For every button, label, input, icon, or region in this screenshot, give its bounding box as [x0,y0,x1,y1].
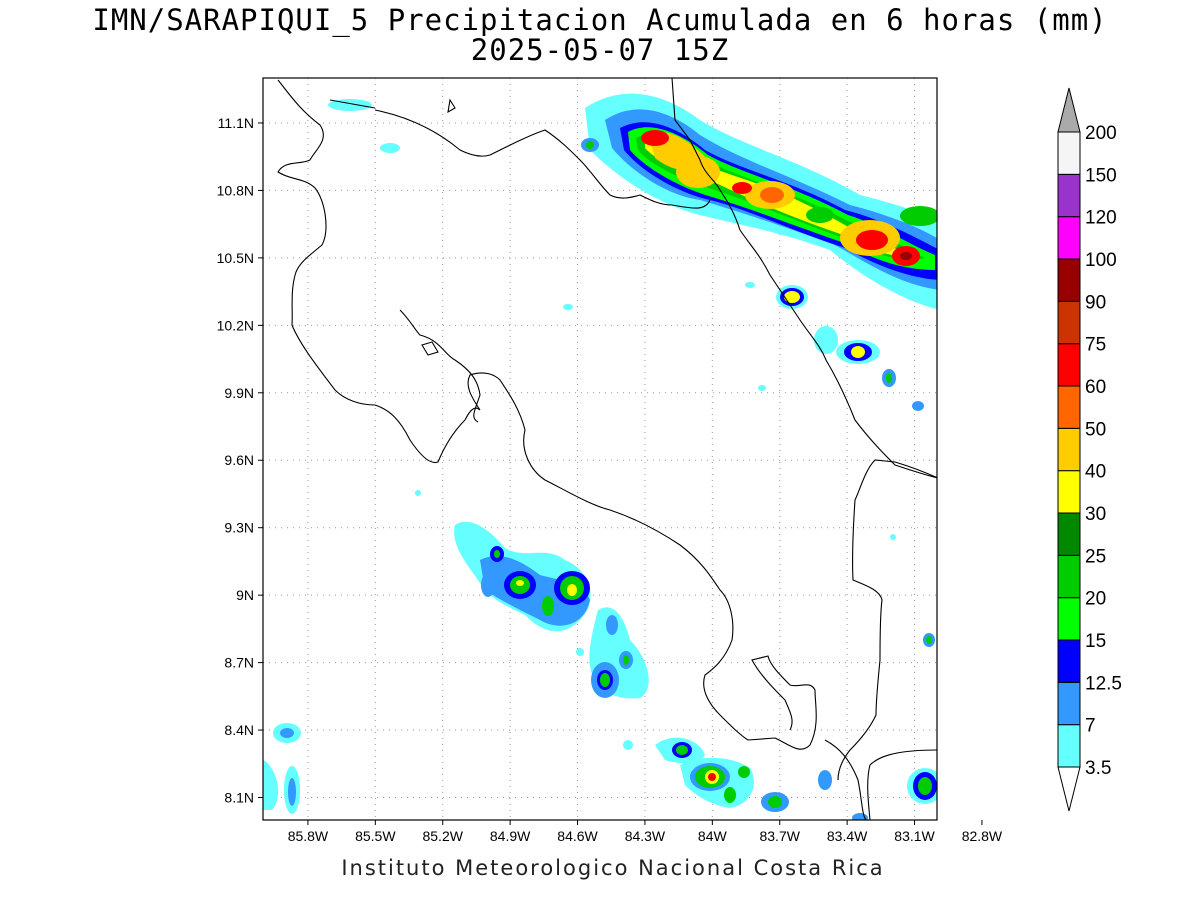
colorbar-box [1057,470,1081,514]
lon-tick-label: 84.6W [557,828,598,844]
lat-tick-label: 10.2N [217,317,254,333]
lon-tick-label: 84W [698,828,728,844]
colorbar-box [1057,681,1081,726]
colorbar-label: 20 [1085,589,1106,610]
lat-tick-label: 8.1N [224,790,254,806]
map-title: IMN/SARAPIQUI_5 Precipitacion Acumulada … [92,3,1108,37]
colorbar-label: 100 [1085,250,1117,271]
colorbar-label: 30 [1085,504,1106,525]
map-subtitle: 2025-05-07 15Z [470,33,730,67]
colorbar-box [1057,724,1081,768]
colorbar-label: 3.5 [1085,758,1111,779]
colorbar-label: 12.5 [1085,673,1122,694]
lat-tick-label: 8.4N [224,722,254,738]
colorbar-box [1057,512,1081,556]
colorbar-box [1057,258,1081,302]
colorbar: 3.5 7 12.5 15 20 25 30 40 50 60 75 90 100 120 150 200 [1057,87,1122,812]
colorbar-label: 40 [1085,462,1106,483]
lon-tick-label: 85.2W [422,828,463,844]
colorbar-label: 60 [1085,377,1106,398]
lon-tick-label: 85.8W [288,828,329,844]
colorbar-box [1057,385,1081,429]
precipitation-contours [263,93,937,820]
colorbar-box [1057,427,1081,472]
lat-tick-label: 8.7N [224,655,254,671]
lon-tick-label: 83.7W [759,828,800,844]
colorbar-box [1057,597,1081,641]
colorbar-box [1057,216,1081,260]
colorbar-bottom-arrow [1057,766,1081,812]
coastlines [277,78,937,820]
lat-tick-label: 9.6N [224,452,254,468]
lat-tick-label: 9.9N [224,385,254,401]
lon-tick-label: 85.5W [355,828,396,844]
colorbar-label: 120 [1085,208,1117,229]
map-area [263,78,937,820]
colorbar-label: 150 [1085,165,1117,186]
colorbar-label: 90 [1085,292,1106,313]
colorbar-label: 50 [1085,419,1106,440]
colorbar-box [1057,300,1081,345]
lon-tick-label: 83.4W [827,828,868,844]
map-axes: 85.8W 85.5W 85.2W 84.9W 84.6W 84.3W 84W 83.7W 83… [217,115,1003,844]
lat-tick-label: 9.3N [224,520,254,536]
colorbar-box [1057,131,1081,175]
lon-tick-label: 84.3W [625,828,666,844]
colorbar-label: 200 [1085,123,1117,144]
colorbar-label: 7 [1085,716,1096,737]
colorbar-top-arrow [1057,87,1081,133]
colorbar-box [1057,173,1081,218]
lon-tick-label: 83.1W [894,828,935,844]
lat-tick-label: 11.1N [218,115,254,131]
grid-lines [263,78,937,820]
footer-credit: Instituto Meteorologico Nacional Costa R… [341,856,885,880]
colorbar-label: 25 [1085,546,1106,567]
colorbar-label: 75 [1085,335,1106,356]
colorbar-box [1057,639,1081,683]
colorbar-box [1057,554,1081,599]
lon-tick-label: 82.8W [962,828,1003,844]
colorbar-label: 15 [1085,631,1106,652]
lat-tick-label: 10.5N [217,250,254,266]
map-frame [262,77,938,821]
lon-tick-label: 84.9W [490,828,531,844]
colorbar-box [1057,343,1081,387]
lat-tick-label: 10.8N [217,182,254,198]
lat-tick-label: 9N [236,587,254,603]
